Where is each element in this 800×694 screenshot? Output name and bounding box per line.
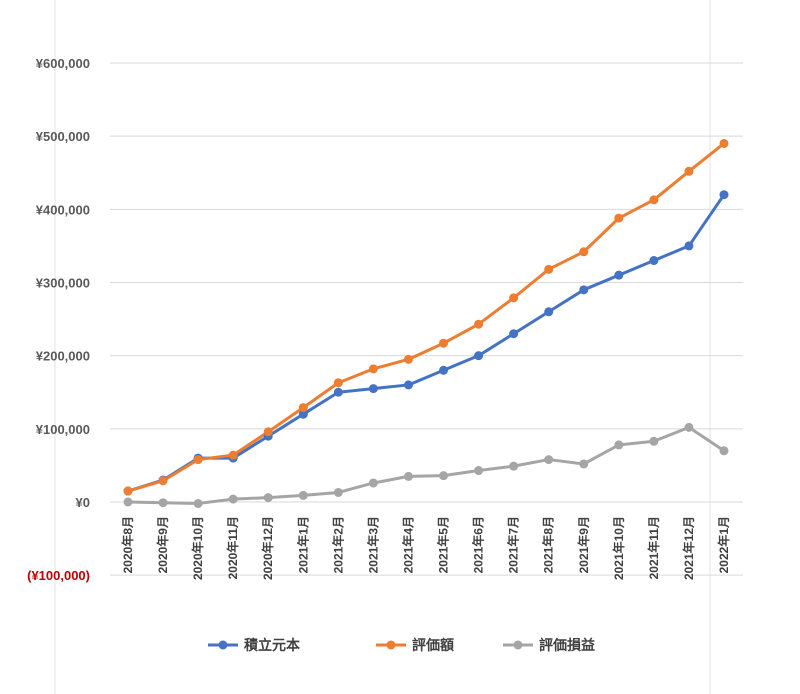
x-tick-label: 2021年1月 (295, 516, 310, 573)
x-tick-label: 2020年10月 (190, 516, 205, 580)
x-tick-label: 2020年8月 (120, 516, 135, 573)
data-point (544, 264, 554, 274)
x-tick-label: 2021年6月 (471, 516, 486, 573)
series-line (126, 425, 726, 505)
x-tick-label: 2022年1月 (716, 516, 731, 573)
data-point (158, 476, 168, 486)
data-point (684, 422, 694, 432)
legend-label: 積立元本 (243, 637, 301, 653)
y-tick-label: ¥300,000 (36, 276, 90, 291)
data-point (579, 459, 589, 469)
data-point (193, 498, 203, 508)
y-tick-label: ¥200,000 (36, 349, 90, 364)
data-point (614, 213, 624, 223)
legend-marker (386, 640, 396, 650)
data-point (544, 307, 554, 317)
data-point (333, 487, 343, 497)
x-tick-label: 2021年5月 (436, 516, 451, 573)
y-tick-label: ¥400,000 (36, 202, 90, 217)
data-point (158, 498, 168, 508)
x-tick-label: 2021年2月 (330, 516, 345, 573)
gridlines (54, 0, 743, 694)
x-tick-label: 2020年11月 (225, 516, 240, 579)
data-point (649, 195, 659, 205)
data-point (368, 478, 378, 488)
data-point (263, 427, 273, 437)
x-tick-label: 2021年4月 (400, 516, 415, 573)
data-point (228, 494, 238, 504)
data-point (614, 270, 624, 280)
data-point (193, 455, 203, 465)
data-point (403, 354, 413, 364)
y-tick-label: ¥0 (76, 495, 90, 510)
data-point (579, 247, 589, 257)
data-point (544, 455, 554, 465)
data-point (509, 329, 519, 339)
x-tick-label: 2020年12月 (260, 516, 275, 580)
x-tick-label: 2021年8月 (541, 516, 556, 573)
data-point (439, 365, 449, 375)
series-lines (126, 141, 726, 505)
data-point (123, 497, 133, 507)
y-tick-label: ¥600,000 (36, 56, 90, 71)
data-point (649, 256, 659, 266)
legend-marker (513, 640, 523, 650)
x-tick-label: 2021年11月 (646, 516, 661, 579)
x-axis-tick-labels: 2020年8月 2020年9月 2020年10月 2020年11月 2020年12月 20… (120, 516, 731, 580)
data-point (509, 293, 519, 303)
x-tick-label: 2021年10月 (611, 516, 626, 580)
x-tick-label: 2021年3月 (365, 516, 380, 573)
x-tick-label: 2020年9月 (155, 516, 170, 573)
y-tick-label: ¥100,000 (36, 422, 90, 437)
data-point (298, 409, 308, 419)
x-tick-label: 2021年9月 (576, 516, 591, 573)
data-point (614, 440, 624, 450)
data-point (474, 466, 484, 476)
data-point (684, 166, 694, 176)
data-point (579, 285, 589, 295)
series-line (126, 141, 726, 493)
legend-label: 評価額 (412, 637, 454, 653)
x-tick-label: 2021年12月 (681, 516, 696, 580)
data-point (719, 446, 729, 456)
data-point (719, 190, 729, 200)
y-axis-tick-labels: ¥600,000 ¥500,000 ¥400,000 ¥300,000 ¥200,000… (27, 56, 90, 583)
data-point (368, 384, 378, 394)
data-point (228, 450, 238, 460)
data-point (439, 338, 449, 348)
data-point (123, 486, 133, 496)
legend: 積立元本 評価額 評価損益 (208, 637, 595, 653)
y-tick-label: ¥500,000 (36, 129, 90, 144)
data-point (298, 490, 308, 500)
data-point (719, 138, 729, 148)
data-point (263, 493, 273, 503)
legend-label: 評価損益 (539, 637, 595, 653)
data-point (474, 351, 484, 361)
data-point (403, 380, 413, 390)
data-point (333, 378, 343, 388)
data-point (298, 403, 308, 413)
x-tick-label: 2021年7月 (506, 516, 521, 573)
data-point (474, 319, 484, 329)
data-point (439, 471, 449, 481)
data-point (403, 471, 413, 481)
data-point (684, 241, 694, 251)
data-point (333, 387, 343, 397)
series-line (126, 193, 726, 493)
data-point (509, 461, 519, 471)
legend-marker (218, 640, 228, 650)
series-points (123, 138, 729, 508)
y-tick-label: (¥100,000) (27, 568, 90, 583)
data-point (368, 364, 378, 374)
data-point (649, 436, 659, 446)
